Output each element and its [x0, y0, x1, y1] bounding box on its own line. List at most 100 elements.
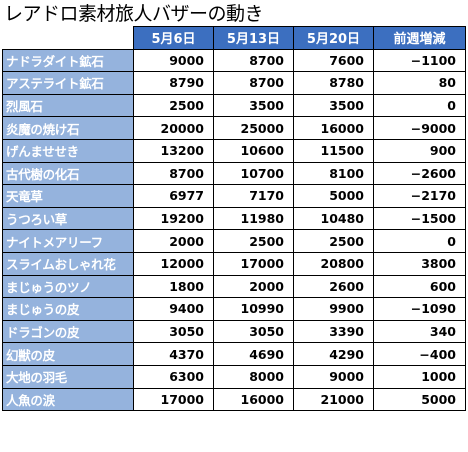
price-cell-date-1: 2000 [133, 229, 214, 253]
price-cell-date-3: 20800 [293, 251, 374, 276]
price-cell-date-1: 6300 [133, 364, 214, 389]
item-name-cell: うつろい草 [2, 206, 134, 231]
price-cell-date-3: 3390 [293, 319, 374, 344]
price-cell-date-3: 5000 [293, 184, 374, 208]
price-cell-date-2: 2000 [213, 274, 294, 299]
item-name-cell: 炎魔の焼け石 [2, 116, 134, 140]
price-cell-date-2: 8700 [213, 48, 294, 73]
change-cell: −1100 [373, 48, 466, 73]
table-row: 古代樹の化石 8700 10700 8100 −2600 [2, 161, 466, 186]
price-cell-date-3: 10480 [293, 206, 374, 231]
price-cell-date-2: 17000 [213, 251, 294, 276]
price-cell-date-2: 10600 [213, 138, 294, 163]
column-header-date-1: 5月6日 [133, 26, 214, 50]
item-name-cell: 天竜草 [2, 184, 134, 208]
table-row: スライムおしゃれ花 12000 17000 20800 3800 [2, 251, 466, 276]
item-name-cell: 烈風石 [2, 93, 134, 118]
table-row: うつろい草 19200 11980 10480 −1500 [2, 206, 466, 231]
price-cell-date-3: 2600 [293, 274, 374, 299]
item-name-cell: げんませせき [2, 138, 134, 163]
price-cell-date-2: 8000 [213, 364, 294, 389]
table-row: ドラゴンの皮 3050 3050 3390 340 [2, 319, 466, 344]
price-cell-date-1: 6977 [133, 184, 214, 208]
price-cell-date-2: 3050 [213, 319, 294, 344]
price-cell-date-2: 8700 [213, 71, 294, 95]
change-cell: 5000 [373, 387, 466, 412]
change-cell: 340 [373, 319, 466, 344]
table-row: 天竜草 6977 7170 5000 −2170 [2, 184, 466, 208]
price-cell-date-1: 20000 [133, 116, 214, 140]
change-cell: 3800 [373, 251, 466, 276]
price-cell-date-2: 25000 [213, 116, 294, 140]
price-cell-date-2: 10700 [213, 161, 294, 186]
item-name-cell: 古代樹の化石 [2, 161, 134, 186]
change-cell: −2600 [373, 161, 466, 186]
item-name-cell: ナドラダイト鉱石 [2, 48, 134, 73]
column-header-date-3: 5月20日 [293, 26, 374, 50]
item-name-cell: まじゅうのツノ [2, 274, 134, 299]
item-name-cell: 人魚の涙 [2, 387, 134, 412]
price-cell-date-1: 4370 [133, 342, 214, 366]
column-header-change: 前週増減 [373, 26, 466, 50]
column-header-date-2: 5月13日 [213, 26, 294, 50]
change-cell: 80 [373, 71, 466, 95]
table-row: まじゅうのツノ 1800 2000 2600 600 [2, 274, 466, 299]
price-cell-date-2: 10990 [213, 297, 294, 321]
change-cell: 900 [373, 138, 466, 163]
price-cell-date-1: 8700 [133, 161, 214, 186]
change-cell: 1000 [373, 364, 466, 389]
change-cell: 600 [373, 274, 466, 299]
item-name-cell: 大地の羽毛 [2, 364, 134, 389]
price-cell-date-3: 3500 [293, 93, 374, 118]
item-name-cell: まじゅうの皮 [2, 297, 134, 321]
price-cell-date-1: 3050 [133, 319, 214, 344]
change-cell: −2170 [373, 184, 466, 208]
page-title: レアドロ素材旅人バザーの動き [4, 3, 264, 25]
price-cell-date-3: 7600 [293, 48, 374, 73]
item-name-cell: スライムおしゃれ花 [2, 251, 134, 276]
price-cell-date-2: 4690 [213, 342, 294, 366]
price-cell-date-1: 9400 [133, 297, 214, 321]
table-body: ナドラダイト鉱石 9000 8700 7600 −1100 アステライト鉱石 8790 870… [2, 48, 466, 412]
price-cell-date-1: 13200 [133, 138, 214, 163]
table-row: 人魚の涙 17000 16000 21000 5000 [2, 387, 466, 412]
item-name-cell: ナイトメアリーフ [2, 229, 134, 253]
price-cell-date-1: 19200 [133, 206, 214, 231]
price-cell-date-3: 9000 [293, 364, 374, 389]
change-cell: 0 [373, 229, 466, 253]
price-cell-date-2: 11980 [213, 206, 294, 231]
change-cell: −1500 [373, 206, 466, 231]
table-row: ナドラダイト鉱石 9000 8700 7600 −1100 [2, 48, 466, 73]
table-row: 烈風石 2500 3500 3500 0 [2, 93, 466, 118]
price-cell-date-3: 21000 [293, 387, 374, 412]
item-name-cell: アステライト鉱石 [2, 71, 134, 95]
item-name-cell: ドラゴンの皮 [2, 319, 134, 344]
price-cell-date-3: 4290 [293, 342, 374, 366]
header-row: 5月6日 5月13日 5月20日 前週増減 [2, 26, 466, 50]
corner-cell [2, 26, 134, 50]
price-cell-date-3: 2500 [293, 229, 374, 253]
price-cell-date-1: 8790 [133, 71, 214, 95]
price-cell-date-1: 2500 [133, 93, 214, 118]
table-row: ナイトメアリーフ 2000 2500 2500 0 [2, 229, 466, 253]
price-cell-date-2: 16000 [213, 387, 294, 412]
table-row: 炎魔の焼け石 20000 25000 16000 −9000 [2, 116, 466, 140]
price-cell-date-2: 7170 [213, 184, 294, 208]
price-cell-date-1: 1800 [133, 274, 214, 299]
price-cell-date-3: 9900 [293, 297, 374, 321]
price-cell-date-3: 16000 [293, 116, 374, 140]
change-cell: −9000 [373, 116, 466, 140]
price-cell-date-1: 17000 [133, 387, 214, 412]
price-cell-date-3: 8780 [293, 71, 374, 95]
price-cell-date-2: 2500 [213, 229, 294, 253]
price-cell-date-3: 8100 [293, 161, 374, 186]
price-cell-date-2: 3500 [213, 93, 294, 118]
table-row: げんませせき 13200 10600 11500 900 [2, 138, 466, 163]
change-cell: 0 [373, 93, 466, 118]
table-row: アステライト鉱石 8790 8700 8780 80 [2, 71, 466, 95]
item-name-cell: 幻獣の皮 [2, 342, 134, 366]
price-cell-date-1: 12000 [133, 251, 214, 276]
change-cell: −400 [373, 342, 466, 366]
table-row: 幻獣の皮 4370 4690 4290 −400 [2, 342, 466, 366]
price-cell-date-1: 9000 [133, 48, 214, 73]
